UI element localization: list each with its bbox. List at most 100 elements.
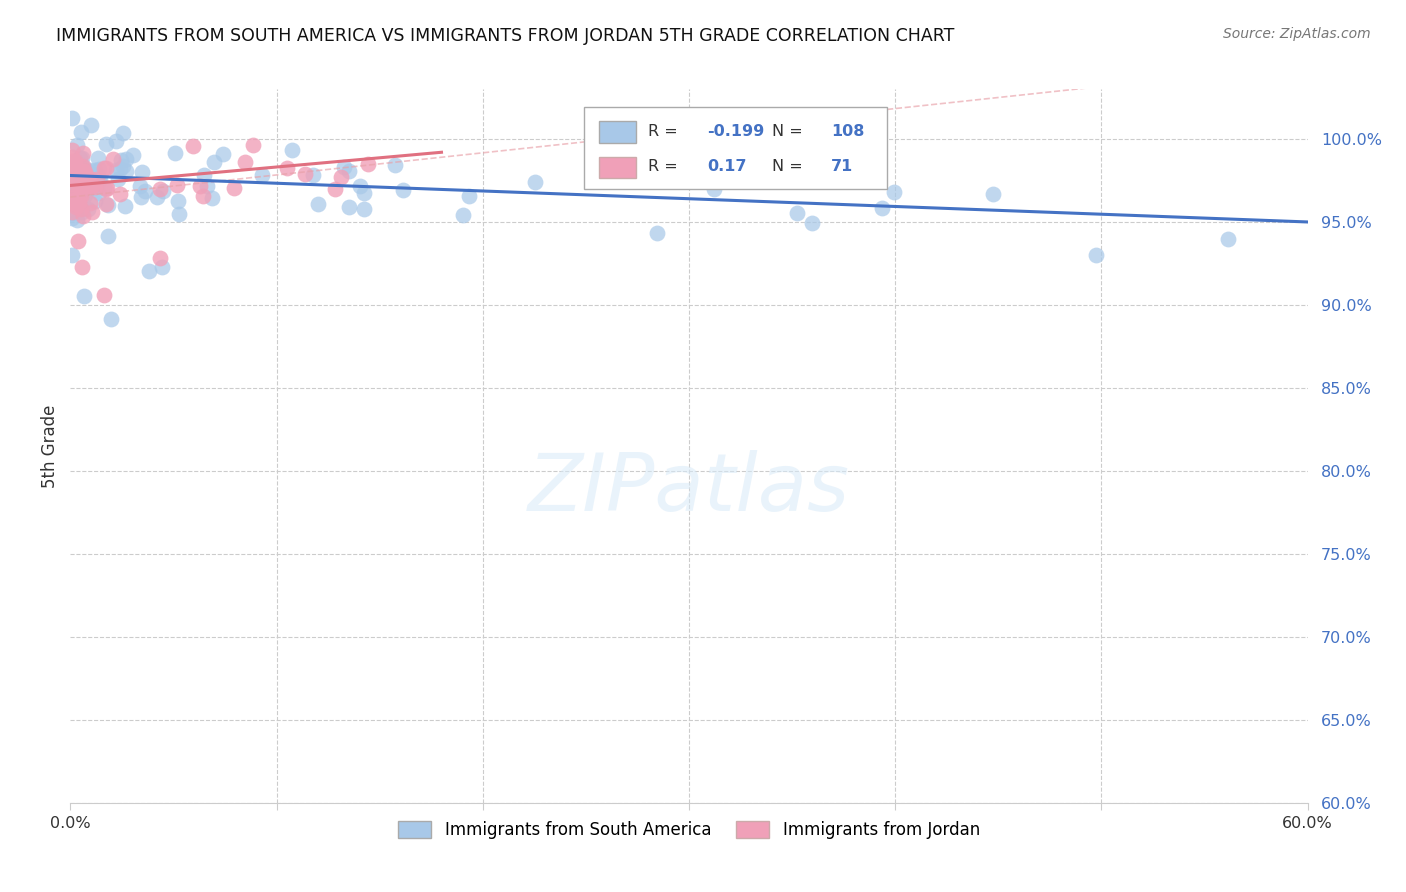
Point [65, 200, 87, 214]
Point [858, 136, 880, 150]
Point [276, 161, 298, 176]
Point [96, 197, 118, 211]
Point [87, 186, 110, 200]
Point [80, 179, 103, 194]
Point [63, 166, 86, 180]
Point [70, 260, 93, 275]
Point [392, 183, 415, 197]
Point [89, 173, 111, 187]
Point [281, 143, 304, 157]
Point [73, 176, 96, 190]
Point [129, 178, 152, 193]
Point [65, 169, 87, 183]
Point [94, 161, 117, 175]
Point [349, 179, 371, 194]
Point [79, 172, 101, 186]
Point [101, 152, 124, 166]
Point [72, 159, 94, 173]
Point [70, 182, 93, 196]
Point [80, 205, 103, 219]
Point [114, 199, 136, 213]
Point [72, 164, 94, 178]
FancyBboxPatch shape [583, 107, 887, 189]
Text: R =: R = [648, 124, 683, 139]
Point [212, 147, 235, 161]
Point [66, 213, 89, 227]
Point [60, 151, 83, 165]
Point [193, 168, 215, 182]
Point [115, 153, 138, 167]
Point [105, 134, 128, 148]
Point [325, 182, 347, 196]
Point [70, 125, 93, 139]
Point [149, 182, 172, 196]
Point [883, 185, 905, 199]
Point [66, 177, 89, 191]
Point [70, 151, 93, 165]
Point [453, 208, 475, 222]
Point [69, 182, 91, 196]
Point [73, 289, 96, 303]
Point [69, 202, 91, 216]
Point [82, 179, 104, 194]
Point [107, 172, 129, 186]
Point [67, 196, 90, 211]
Point [89, 174, 111, 188]
Point [87, 168, 110, 182]
Point [138, 264, 160, 278]
Point [60, 211, 83, 226]
Point [93, 161, 115, 175]
Point [60, 192, 83, 206]
Point [77, 175, 100, 189]
Point [302, 168, 325, 182]
Point [66, 186, 89, 200]
Point [250, 168, 273, 182]
Point [384, 158, 406, 172]
Text: -0.199: -0.199 [707, 124, 765, 139]
FancyBboxPatch shape [599, 121, 636, 143]
Point [70, 187, 93, 202]
Point [60, 204, 83, 219]
Point [110, 162, 132, 177]
Point [77, 163, 100, 178]
Point [94, 137, 117, 152]
Point [65, 197, 87, 211]
Point [63, 155, 86, 169]
Point [97, 229, 120, 244]
Point [70, 202, 93, 216]
Point [77, 202, 100, 216]
Point [83, 194, 105, 208]
Point [110, 153, 132, 167]
Point [70, 205, 93, 219]
Point [67, 169, 90, 184]
Point [339, 200, 361, 214]
Point [65, 157, 87, 171]
Y-axis label: 5th Grade: 5th Grade [41, 404, 59, 488]
Point [114, 163, 136, 178]
Point [63, 193, 86, 207]
Point [1084, 248, 1107, 262]
Point [93, 288, 115, 302]
Point [82, 169, 104, 184]
Point [131, 165, 153, 179]
Point [193, 189, 215, 203]
Point [75, 163, 97, 178]
Text: ZIPatlas: ZIPatlas [527, 450, 851, 528]
Point [800, 216, 823, 230]
Point [1216, 232, 1239, 246]
Point [242, 138, 264, 153]
Point [97, 197, 120, 211]
Point [72, 209, 94, 223]
Point [337, 163, 360, 178]
Point [73, 164, 96, 178]
Point [87, 161, 110, 176]
Point [65, 154, 87, 169]
Point [83, 162, 105, 177]
Text: 60.0%: 60.0% [1282, 816, 1333, 831]
Point [69, 171, 91, 186]
Point [60, 173, 83, 187]
Point [121, 148, 143, 162]
Point [87, 151, 110, 165]
Point [353, 186, 375, 200]
Point [84, 180, 107, 194]
